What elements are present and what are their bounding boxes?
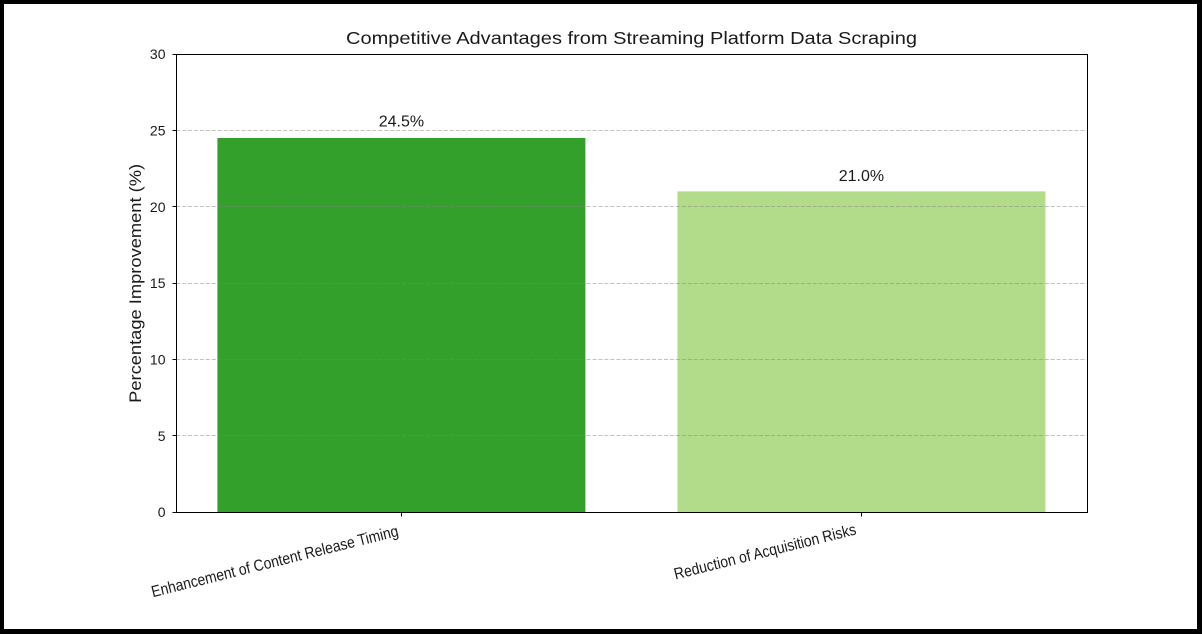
svg-text:24.5%: 24.5% [379, 114, 424, 131]
svg-text:25: 25 [150, 123, 166, 139]
svg-text:Competitive Advantages from St: Competitive Advantages from Streaming Pl… [346, 28, 917, 48]
svg-text:20: 20 [150, 199, 166, 215]
svg-text:10: 10 [150, 352, 166, 368]
svg-text:5: 5 [158, 428, 166, 444]
svg-text:30: 30 [150, 46, 166, 62]
svg-text:15: 15 [150, 275, 166, 291]
svg-text:0: 0 [158, 504, 166, 520]
svg-text:21.0%: 21.0% [839, 168, 884, 185]
svg-text:Percentage Improvement (%): Percentage Improvement (%) [127, 164, 145, 403]
